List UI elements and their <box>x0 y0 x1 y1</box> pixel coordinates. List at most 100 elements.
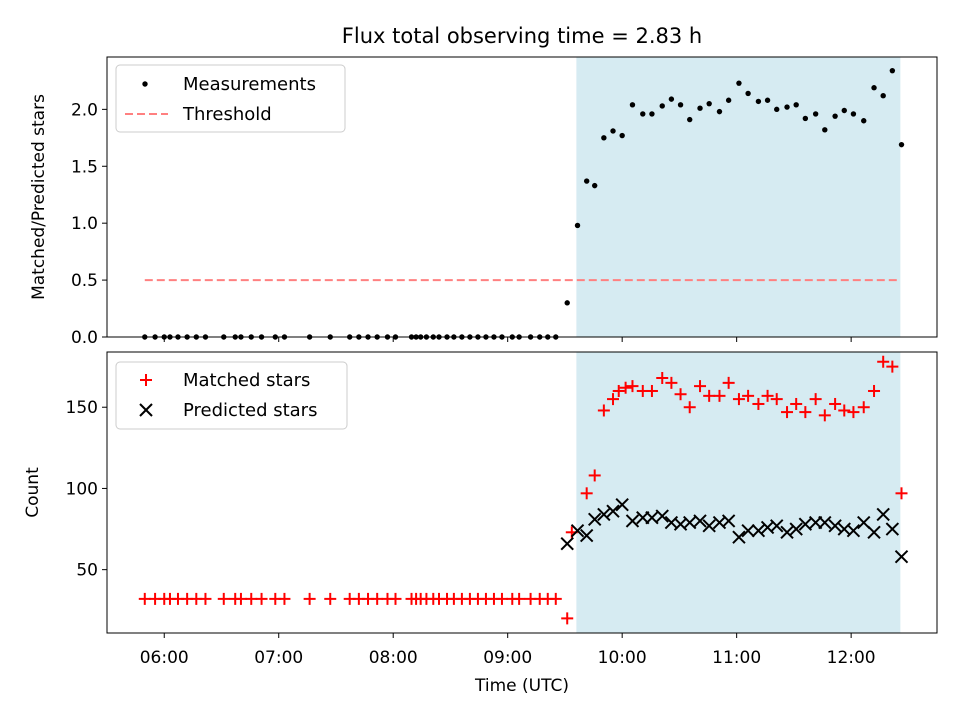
measurement-point <box>640 111 646 117</box>
x-tick-label: 12:00 <box>827 648 876 668</box>
measurement-point <box>784 104 790 110</box>
top-legend-box <box>115 64 346 133</box>
predicted-star-point <box>789 522 803 536</box>
x-axis-label: Time (UTC) <box>474 676 569 696</box>
matched-star-point <box>665 376 678 389</box>
matched-star-point <box>597 404 610 417</box>
predicted-star-point <box>894 549 909 564</box>
matched-star-point <box>895 487 908 500</box>
predicted-star-point <box>606 504 620 518</box>
y-tick-label: 1.0 <box>71 214 98 234</box>
top-axes-frame <box>106 56 938 338</box>
measurement-point <box>832 113 838 119</box>
legend-matched-marker <box>140 374 152 386</box>
predicted-star-point <box>828 519 842 533</box>
predicted-star-point <box>770 519 784 533</box>
top-legend: Measurements Threshold <box>115 64 346 133</box>
measurement-point <box>716 108 723 115</box>
matched-star-point <box>752 397 765 410</box>
predicted-star-point <box>732 530 746 544</box>
matched-star-point <box>234 592 247 605</box>
matched-star-point <box>645 384 658 397</box>
measurement-point <box>706 100 712 107</box>
predicted-star-point <box>625 514 640 528</box>
matched-star-point <box>371 592 384 605</box>
matched-star-point <box>886 360 899 373</box>
predicted-star-point <box>818 515 832 530</box>
legend-measurements-marker <box>142 81 148 87</box>
matched-star-point <box>809 393 822 406</box>
predicted-star-point <box>615 497 629 512</box>
matched-star-point <box>790 397 803 410</box>
legend-predicted-marker <box>139 403 153 417</box>
matched-star-point <box>732 393 745 406</box>
predicted-star-point <box>741 523 755 538</box>
bottom-y-axis-label: Count <box>23 467 43 518</box>
measurement-point <box>668 96 675 102</box>
predicted-star-point <box>885 522 900 536</box>
y-tick-label: 1.5 <box>71 157 98 177</box>
predicted-star-point <box>570 523 585 538</box>
matched-star-point <box>245 592 258 605</box>
predicted-star-point <box>876 507 890 522</box>
predicted-star-point <box>693 514 707 528</box>
matched-star-point <box>138 592 151 605</box>
measurement-point <box>861 118 867 124</box>
matched-star-point <box>781 406 794 419</box>
top-panel: 0.00.51.01.52.0 Matched/Predicted stars … <box>29 56 938 348</box>
bottom-y-ticks: 50 100 150 <box>66 398 107 581</box>
matched-star-point <box>838 404 851 417</box>
matched-star-point <box>217 592 230 605</box>
predicted-star-point <box>846 523 861 538</box>
matched-star-point <box>619 381 632 394</box>
predicted-star-point <box>702 519 716 533</box>
matched-star-point <box>549 592 562 605</box>
measurement-point <box>591 182 598 189</box>
matched-star-point <box>255 592 268 605</box>
measurement-point <box>736 80 742 86</box>
x-tick-label: 06:00 <box>140 648 189 668</box>
predicted-star-point <box>780 525 794 540</box>
x-tick-label: 07:00 <box>254 648 303 668</box>
matched-star-point <box>199 592 212 605</box>
x-tick-label: 08:00 <box>369 648 418 668</box>
matched-star-point <box>278 592 291 605</box>
top-y-axis-label: Matched/Predicted stars <box>29 94 49 300</box>
legend-measurements-label: Measurements <box>183 74 316 95</box>
measurement-point <box>841 107 847 114</box>
matched-star-point <box>656 371 669 384</box>
matched-star-point <box>713 389 726 402</box>
measurement-point <box>687 116 693 123</box>
measurement-point <box>649 111 655 117</box>
matched-star-point <box>588 469 601 482</box>
y-tick-label: 50 <box>76 561 98 581</box>
matched-star-point <box>580 487 593 500</box>
legend-threshold-label: Threshold <box>182 104 272 125</box>
predicted-star-point <box>587 512 602 527</box>
y-tick-label: 2.0 <box>71 100 98 120</box>
predicted-star-point <box>560 536 574 551</box>
measurement-point <box>793 102 799 108</box>
x-tick-label: 09:00 <box>483 648 532 668</box>
y-tick-label: 150 <box>66 398 98 418</box>
matched-star-point <box>829 397 842 410</box>
predicted-star-point <box>721 514 736 528</box>
top-highlight-span <box>576 57 901 337</box>
matched-star-point <box>877 355 890 368</box>
matched-star-point <box>770 393 783 406</box>
matched-star-point <box>612 384 625 397</box>
matched-star-point <box>847 406 860 419</box>
matched-star-point <box>722 376 735 389</box>
legend-matched-label: Matched stars <box>183 370 310 391</box>
measurement-point <box>802 115 809 122</box>
measurement-point <box>677 102 684 108</box>
predicted-star-point <box>655 509 669 523</box>
legend-predicted-label: Predicted stars <box>183 400 317 421</box>
measurement-point <box>745 90 751 97</box>
measurement-point <box>871 85 877 91</box>
matched-star-point <box>742 389 755 402</box>
matched-star-point <box>694 380 707 393</box>
y-tick-label: 100 <box>66 479 98 499</box>
measurement-point <box>880 92 886 99</box>
